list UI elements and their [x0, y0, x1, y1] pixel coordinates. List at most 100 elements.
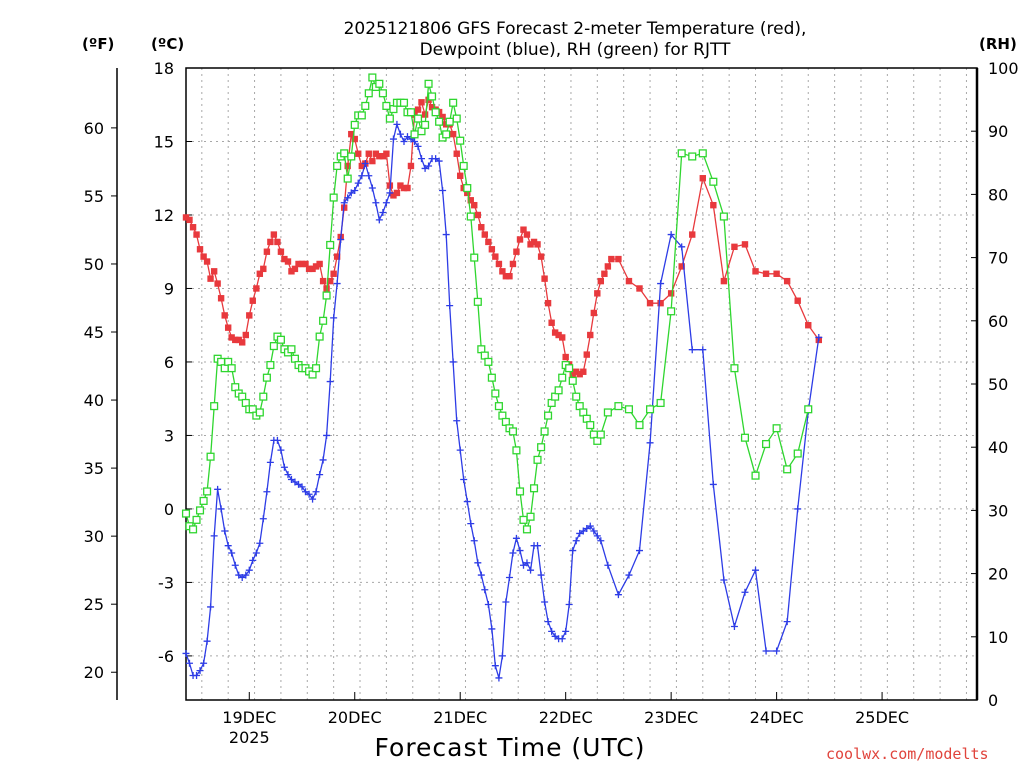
rh-point — [333, 161, 342, 171]
rh-point — [382, 101, 391, 110]
series-line — [185, 75, 809, 532]
temperature-point — [558, 334, 566, 341]
temperature-point — [576, 371, 583, 378]
fahrenheit-tick-label: 50 — [84, 255, 104, 274]
dewpoint-point — [752, 566, 760, 574]
temperature-point — [309, 265, 316, 273]
temperature-point — [421, 111, 429, 118]
temperature-point — [214, 280, 221, 287]
temperature-point — [710, 201, 717, 209]
dewpoint-point — [319, 456, 327, 464]
date-tick-label: 25DEC — [855, 708, 909, 727]
temperature-point — [305, 265, 313, 273]
rh-tick-label: 0 — [988, 691, 998, 710]
rh-point — [544, 411, 553, 420]
dewpoint-point — [333, 280, 341, 288]
rh-point — [350, 120, 359, 129]
temperature-point — [544, 299, 552, 307]
temperature-point — [453, 150, 460, 157]
rh-point — [624, 405, 634, 414]
temperature-point — [358, 162, 366, 170]
rh-point — [452, 114, 461, 123]
dewpoint-point — [231, 561, 239, 569]
temperature-point — [210, 268, 218, 275]
rh-point — [522, 525, 532, 534]
rh-point — [364, 89, 373, 98]
temperature-point — [594, 290, 601, 297]
rh-point — [378, 89, 387, 98]
temperature-point — [207, 275, 214, 282]
plot-frame — [185, 67, 978, 701]
dewpoint-point — [688, 346, 696, 354]
temperature-point — [783, 277, 791, 285]
dewpoint-point — [249, 556, 257, 564]
temperature-point — [492, 253, 499, 260]
rh-point — [428, 92, 437, 101]
rh-point — [762, 439, 771, 449]
temperature-point — [404, 184, 411, 192]
dewpoint-point — [565, 600, 573, 608]
dewpoint-point — [326, 378, 334, 386]
dewpoint-point — [481, 586, 489, 594]
rh-point — [473, 297, 482, 306]
dewpoint-point — [242, 571, 250, 579]
dewpoint-point — [277, 446, 285, 454]
temperature-point — [699, 175, 706, 182]
dewpoint-point — [463, 498, 471, 506]
fahrenheit-unit-label: (ºF) — [82, 35, 115, 53]
dewpoint-point — [386, 189, 394, 197]
series-2 — [181, 73, 813, 534]
dewpoint-point — [316, 471, 324, 479]
dewpoint-point — [558, 635, 566, 643]
temperature-point — [372, 150, 380, 157]
rh-point — [529, 484, 539, 493]
temperature-point — [235, 336, 242, 344]
dewpoint-point — [182, 649, 190, 657]
rh-point — [368, 73, 377, 82]
temperature-point — [397, 182, 404, 189]
dewpoint-point — [263, 488, 271, 496]
temperature-point — [625, 277, 633, 285]
temperature-point — [407, 162, 415, 170]
rh-point — [399, 98, 409, 107]
temperature-point — [288, 268, 295, 275]
fahrenheit-tick-label: 25 — [84, 595, 104, 614]
fahrenheit-tick-label: 40 — [84, 391, 104, 410]
dewpoint-point — [537, 571, 545, 579]
temperature-point — [319, 277, 327, 285]
dewpoint-point — [516, 547, 524, 555]
rh-point — [667, 307, 676, 316]
rh-point — [793, 449, 802, 458]
dewpoint-point — [312, 488, 320, 496]
temperature-point — [295, 260, 302, 268]
temperature-point — [527, 241, 534, 248]
rh-tick-label: 70 — [988, 249, 1008, 268]
dewpoint-point — [815, 333, 823, 341]
dewpoint-point — [393, 120, 401, 128]
dewpoint-point — [200, 659, 208, 667]
celsius-tick-label: 3 — [164, 426, 174, 445]
temperature-point — [604, 263, 612, 270]
temperature-point — [200, 253, 207, 260]
dewpoint-point — [474, 559, 482, 567]
dewpoint-point — [340, 199, 348, 207]
dewpoint-point — [217, 505, 225, 513]
rh-point — [276, 335, 285, 344]
dewpoint-point — [418, 155, 426, 163]
dewpoint-point — [730, 623, 738, 631]
temperature-point — [228, 334, 235, 341]
temperature-point — [541, 275, 548, 282]
dewpoint-point — [446, 302, 454, 310]
temperature-point — [805, 322, 812, 329]
rh-point — [311, 364, 321, 373]
temperature-point — [495, 260, 503, 268]
rh-point — [319, 316, 328, 325]
dewpoint-point — [330, 314, 338, 322]
temperature-point — [449, 130, 457, 138]
rh-tick-label: 100 — [988, 59, 1019, 78]
temperature-point — [333, 253, 341, 260]
rh-tick-label: 30 — [988, 501, 1008, 520]
dewpoint-point — [498, 652, 506, 660]
rh-point — [445, 117, 454, 126]
celsius-tick-label: 9 — [164, 279, 174, 298]
